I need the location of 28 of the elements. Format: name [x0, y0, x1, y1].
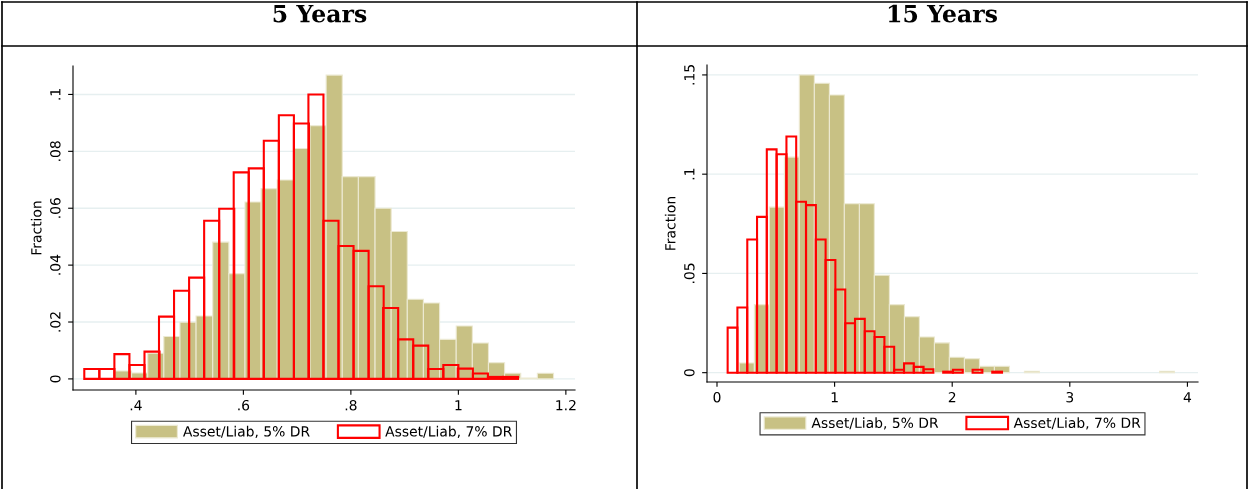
y-tick-label: .04 [50, 254, 61, 275]
y-tick-label: .15 [684, 65, 695, 85]
y-axis-title: Fraction [664, 196, 676, 250]
x-tick-label: 0 [713, 391, 721, 403]
y-tick-label: .06 [50, 198, 61, 218]
y-tick-label: .05 [684, 263, 695, 283]
x-tick-label: .6 [238, 399, 250, 411]
x-tick-label: .4 [130, 400, 142, 411]
x-tick-label: .8 [345, 399, 357, 411]
y-tick-label: 0 [684, 369, 695, 377]
x-tick-label: 3 [1066, 391, 1074, 403]
y-tick-label: .08 [50, 141, 61, 161]
legend-label: Asset/Liab, 5% DR [811, 417, 939, 430]
x-tick-label: 2 [948, 391, 956, 403]
x-tick-label: 1 [455, 400, 462, 411]
x-tick-label: 1.2 [556, 399, 576, 411]
legend-label: Asset/Liab, 5% DR [183, 425, 310, 438]
legend-label: Asset/Liab, 7% DR [385, 425, 512, 438]
y-tick-label: .1 [684, 168, 695, 180]
x-tick-label: 4 [1183, 392, 1192, 403]
y-tick-label: .1 [50, 89, 61, 100]
chart-title: 5 Years [273, 4, 367, 23]
y-axis-title: Fraction [30, 201, 42, 255]
legend-label: Asset/Liab, 7% DR [1013, 417, 1141, 430]
chart-title: 15 Years [888, 4, 997, 23]
y-tick-label: 0 [50, 375, 61, 383]
y-tick-label: .02 [50, 312, 61, 332]
x-tick-label: 1 [831, 392, 838, 403]
